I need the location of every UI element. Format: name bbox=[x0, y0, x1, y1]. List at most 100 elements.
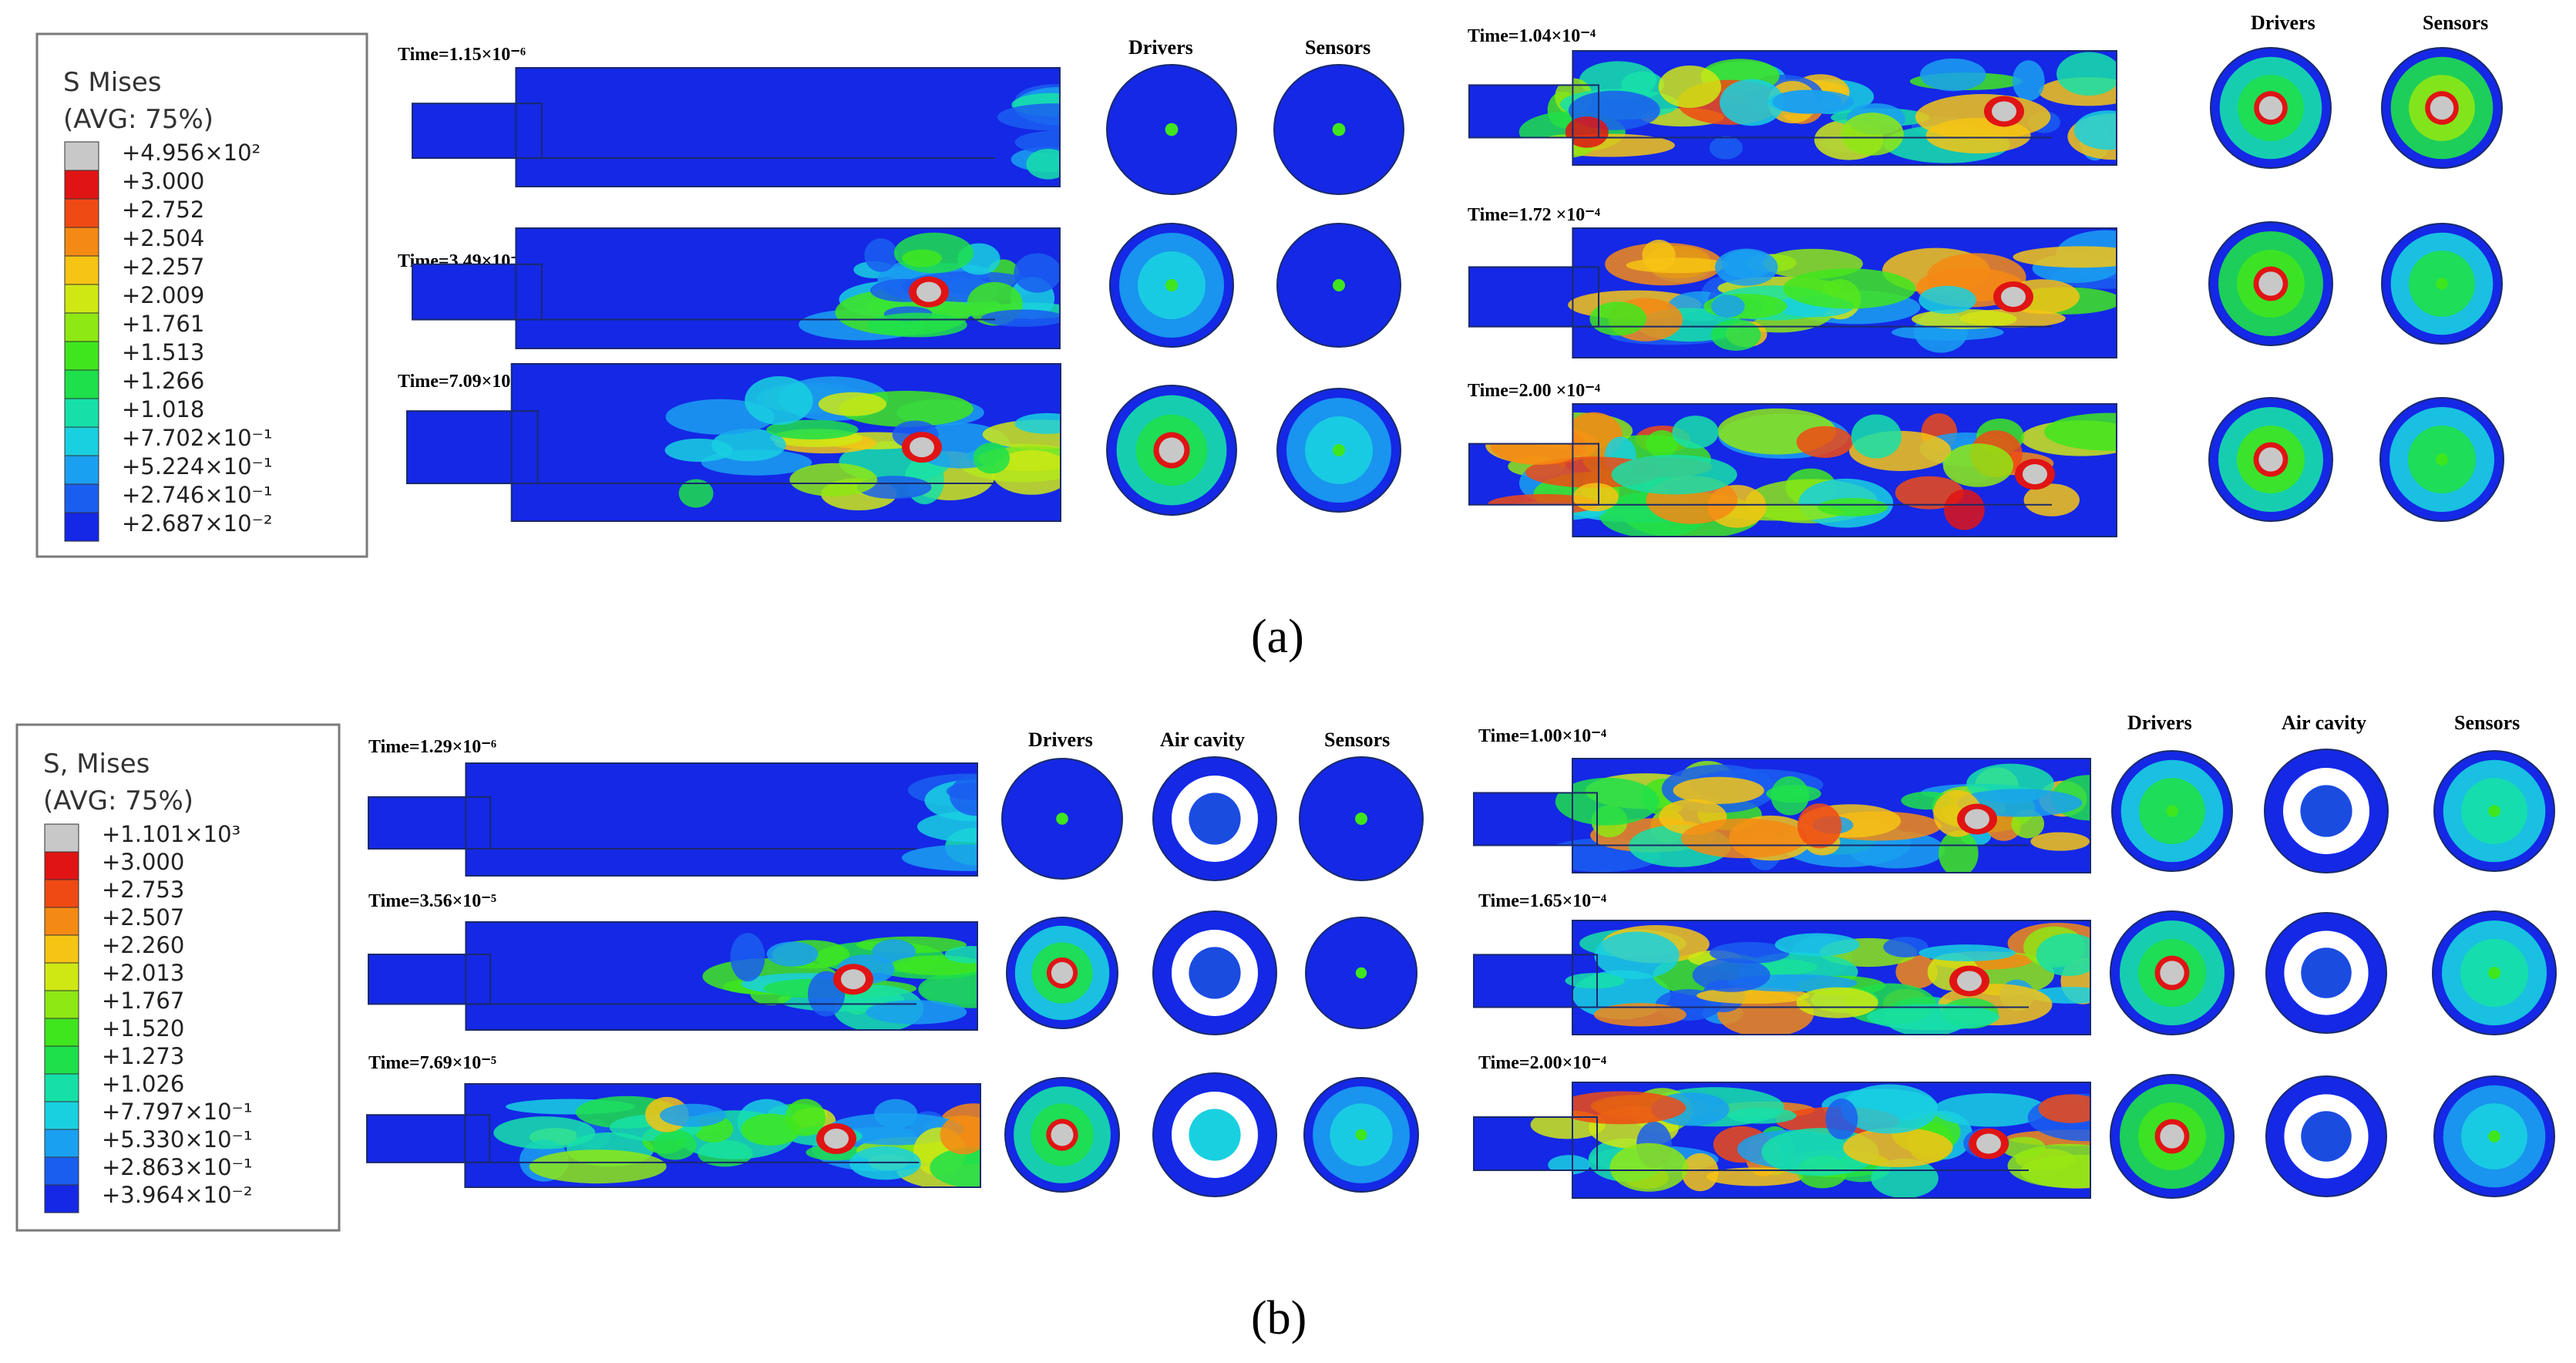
contour-patch bbox=[1026, 149, 1060, 180]
housing-outline bbox=[464, 1083, 981, 1188]
contour-patch bbox=[766, 941, 819, 967]
cross-section bbox=[1303, 1077, 1419, 1193]
column-header: Drivers bbox=[2251, 12, 2315, 34]
legend-swatch bbox=[44, 879, 79, 908]
contour-patch bbox=[818, 392, 887, 416]
column-header: Sensors bbox=[1305, 36, 1370, 59]
center-spot-core bbox=[1051, 1123, 1074, 1146]
center-spot bbox=[2488, 805, 2500, 817]
contour-patch bbox=[1646, 430, 1678, 457]
contour-patch bbox=[1565, 972, 1625, 989]
legend-swatch bbox=[64, 398, 99, 428]
housing-outline bbox=[1572, 1082, 2091, 1199]
center-spot bbox=[2166, 805, 2178, 817]
column-header: Sensors bbox=[2454, 712, 2520, 734]
contour-patch bbox=[1658, 65, 1721, 109]
legend-value: +1.273 bbox=[102, 1043, 184, 1069]
legend-swatch bbox=[64, 198, 99, 228]
legend-swatches bbox=[64, 141, 99, 542]
contour-patch bbox=[1825, 1099, 1858, 1139]
legend-swatch bbox=[64, 170, 99, 200]
center-spot bbox=[2436, 278, 2448, 290]
legend-value: +2.260 bbox=[102, 932, 184, 958]
contour-patch bbox=[1014, 253, 1060, 293]
legend-title: S, Mises bbox=[43, 749, 150, 779]
legend-value: +3.964×10⁻² bbox=[102, 1182, 252, 1208]
rod-outline bbox=[1473, 792, 1598, 846]
time-label: Time=1.00×10⁻⁴ bbox=[1478, 726, 1606, 746]
legend-swatch bbox=[44, 990, 79, 1019]
contour-patch bbox=[785, 1099, 826, 1136]
legend-value: +5.330×10⁻¹ bbox=[102, 1126, 252, 1153]
contour-patch bbox=[1673, 776, 1764, 804]
center-spot bbox=[1333, 444, 1345, 456]
cross-section bbox=[2432, 910, 2557, 1035]
contour-patch bbox=[1796, 987, 1878, 1018]
legend-swatch bbox=[64, 455, 99, 485]
legend-value: +1.018 bbox=[122, 396, 204, 422]
housing-outline bbox=[1572, 920, 2091, 1035]
contour-patch bbox=[2013, 246, 2117, 268]
legend-a: S Mises (AVG: 75%) +4.956×10² +3.000 +2.… bbox=[35, 32, 368, 558]
contour-patch bbox=[1841, 1084, 1938, 1134]
contour-patch bbox=[1710, 319, 1761, 351]
contour-patch bbox=[901, 844, 977, 871]
contour-patch bbox=[1866, 1004, 2000, 1031]
contour-patch bbox=[1555, 777, 1660, 826]
legend-value: +3.000 bbox=[122, 168, 204, 194]
cross-section bbox=[2381, 223, 2503, 345]
legend-swatch bbox=[44, 934, 79, 964]
contour-patch bbox=[678, 479, 714, 508]
cross-section bbox=[2208, 397, 2333, 522]
contour-patch bbox=[1626, 257, 1730, 274]
stress-peak-core bbox=[2023, 464, 2047, 485]
cross-section bbox=[1006, 917, 1118, 1029]
legend-value: +2.504 bbox=[122, 225, 204, 251]
specimen-contour bbox=[1473, 920, 2091, 1035]
contour-patch bbox=[766, 419, 859, 440]
contour-patch bbox=[730, 933, 765, 982]
cross-section bbox=[1305, 917, 1417, 1029]
cross-section bbox=[1273, 64, 1404, 195]
cross-section bbox=[1276, 388, 1401, 513]
time-label: Time=1.72 ×10⁻⁴ bbox=[1468, 205, 1600, 225]
column-header: Air cavity bbox=[2282, 712, 2366, 734]
time-label: Time=2.00 ×10⁻⁴ bbox=[1468, 381, 1600, 401]
contour-patch bbox=[1565, 116, 1609, 148]
center-spot-core bbox=[2430, 96, 2454, 120]
section-core bbox=[2301, 1111, 2352, 1162]
time-label: Time=2.00×10⁻⁴ bbox=[1478, 1053, 1606, 1073]
legend-swatch bbox=[44, 1101, 79, 1130]
specimen-contour bbox=[1468, 227, 2117, 358]
time-label: Time=1.65×10⁻⁴ bbox=[1478, 891, 1606, 911]
contour-patch bbox=[1843, 1127, 1953, 1168]
rod-outline bbox=[368, 796, 491, 850]
contour-patch bbox=[1911, 308, 2017, 329]
contour-patch bbox=[2023, 483, 2080, 517]
stress-peak-core bbox=[841, 969, 866, 990]
contour-patch bbox=[1796, 426, 1854, 458]
legend-subtitle: (AVG: 75%) bbox=[63, 104, 214, 135]
rod-outline bbox=[412, 103, 543, 160]
specimen-contour bbox=[368, 921, 978, 1031]
stress-peak-core bbox=[1976, 1133, 2001, 1154]
legend-swatch bbox=[64, 426, 99, 456]
time-label: Time=7.09×10⁻⁵ bbox=[398, 372, 526, 392]
legend-subtitle: (AVG: 75%) bbox=[43, 786, 193, 816]
contour-patch bbox=[1774, 933, 1860, 957]
legend-swatch bbox=[44, 1045, 79, 1075]
housing-outline bbox=[1572, 50, 2117, 166]
center-spot-core bbox=[1159, 437, 1185, 463]
cross-section bbox=[1001, 758, 1123, 880]
stress-peak-core bbox=[2001, 287, 2026, 308]
contour-patch bbox=[1014, 130, 1060, 154]
contour-patch bbox=[2012, 60, 2045, 102]
contour-patch bbox=[1919, 944, 2016, 961]
legend-swatch bbox=[44, 1018, 79, 1047]
cross-section bbox=[2379, 397, 2504, 522]
legend-swatch bbox=[64, 255, 99, 285]
time-label: Time=1.29×10⁻⁶ bbox=[368, 737, 496, 757]
legend-swatch bbox=[44, 1129, 79, 1158]
contour-patch bbox=[874, 1099, 918, 1129]
rod-outline bbox=[1468, 443, 1599, 506]
